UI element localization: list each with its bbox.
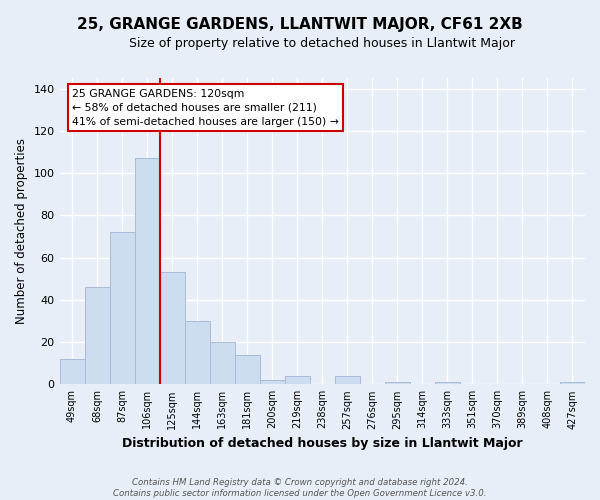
Bar bbox=[185, 321, 209, 384]
Bar bbox=[134, 158, 160, 384]
Text: 25 GRANGE GARDENS: 120sqm
← 58% of detached houses are smaller (211)
41% of semi: 25 GRANGE GARDENS: 120sqm ← 58% of detac… bbox=[72, 88, 339, 126]
Text: Contains HM Land Registry data © Crown copyright and database right 2024.
Contai: Contains HM Land Registry data © Crown c… bbox=[113, 478, 487, 498]
Y-axis label: Number of detached properties: Number of detached properties bbox=[15, 138, 28, 324]
Bar bbox=[110, 232, 134, 384]
X-axis label: Distribution of detached houses by size in Llantwit Major: Distribution of detached houses by size … bbox=[122, 437, 523, 450]
Bar bbox=[560, 382, 585, 384]
Bar bbox=[260, 380, 285, 384]
Bar bbox=[59, 359, 85, 384]
Title: Size of property relative to detached houses in Llantwit Major: Size of property relative to detached ho… bbox=[129, 38, 515, 51]
Bar bbox=[285, 376, 310, 384]
Bar bbox=[209, 342, 235, 384]
Bar bbox=[85, 287, 110, 384]
Bar bbox=[335, 376, 360, 384]
Bar bbox=[385, 382, 410, 384]
Bar bbox=[435, 382, 460, 384]
Text: 25, GRANGE GARDENS, LLANTWIT MAJOR, CF61 2XB: 25, GRANGE GARDENS, LLANTWIT MAJOR, CF61… bbox=[77, 18, 523, 32]
Bar bbox=[160, 272, 185, 384]
Bar bbox=[235, 354, 260, 384]
